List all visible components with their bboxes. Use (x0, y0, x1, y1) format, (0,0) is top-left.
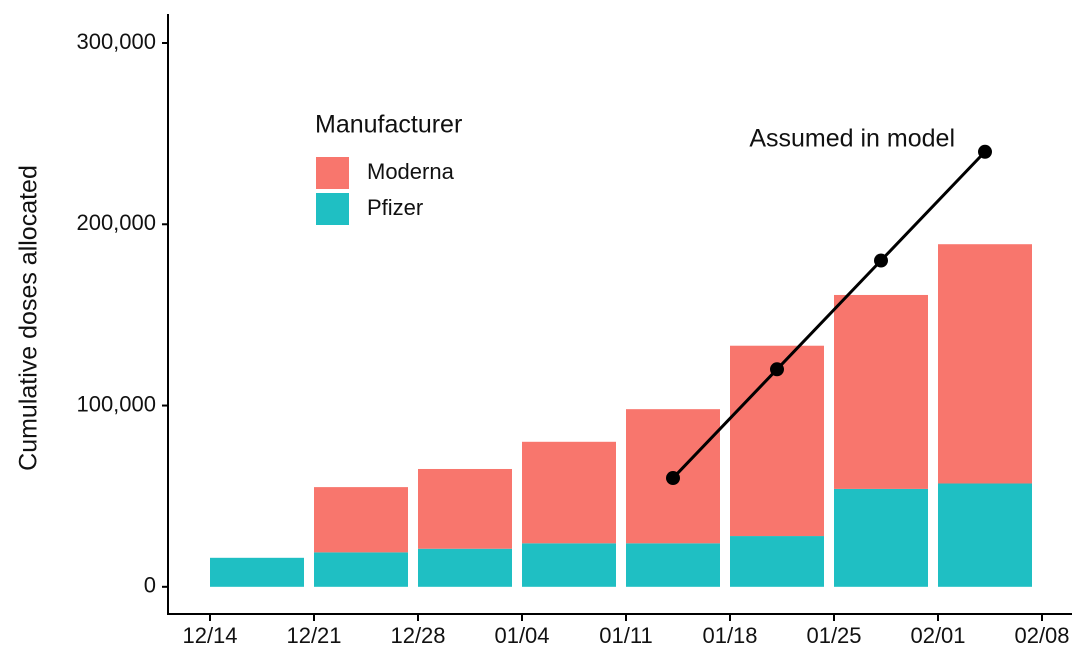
bar-segment (626, 543, 720, 587)
line-annotation: Assumed in model (749, 124, 955, 152)
bar-segment (418, 468, 512, 549)
bar-segment (522, 543, 616, 587)
y-axis-title: Cumulative doses allocated (15, 165, 43, 471)
bar-segment (418, 548, 512, 587)
legend-label: Pfizer (367, 195, 423, 220)
bar-segment (522, 441, 616, 544)
y-tick-label: 100,000 (76, 391, 156, 416)
bar-segment (314, 487, 408, 553)
legend-label: Moderna (367, 159, 455, 184)
x-tick-label: 12/14 (182, 623, 237, 648)
bar-segment (210, 557, 304, 587)
bar-segment (834, 294, 928, 489)
y-tick-label: 0 (144, 573, 156, 598)
line-point (666, 471, 680, 486)
x-tick-label: 01/18 (702, 623, 757, 648)
legend-swatch (316, 193, 349, 225)
bar-segment (938, 483, 1032, 587)
x-tick-label: 01/25 (806, 623, 861, 648)
x-tick-label: 12/21 (286, 623, 341, 648)
y-tick-label: 300,000 (76, 29, 156, 54)
bar-segment (314, 552, 408, 587)
x-tick-label: 12/28 (390, 623, 445, 648)
line-point (770, 362, 784, 377)
y-tick-label: 200,000 (76, 210, 156, 235)
x-tick-label: 02/08 (1014, 623, 1069, 648)
bar-segment (938, 244, 1032, 484)
x-tick-label: 01/04 (494, 623, 549, 648)
legend-swatch (316, 157, 349, 189)
line-point (978, 144, 992, 159)
bar-segment (834, 488, 928, 587)
x-tick-label: 01/11 (599, 623, 652, 648)
bar-segment (730, 345, 824, 537)
line (671, 150, 987, 480)
line-point (874, 253, 888, 268)
x-tick-label: 02/01 (910, 623, 965, 648)
legend-title: Manufacturer (315, 111, 462, 139)
bar-segment (730, 536, 824, 587)
